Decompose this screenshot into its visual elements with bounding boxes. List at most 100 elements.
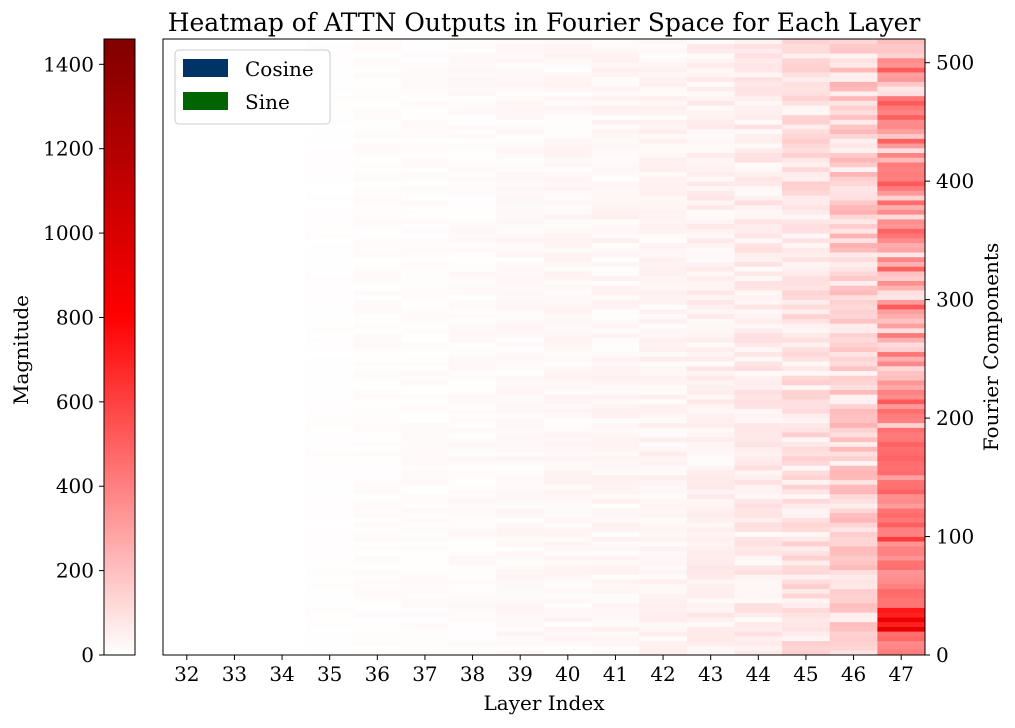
heatmap-cell bbox=[544, 612, 592, 617]
heatmap-cell bbox=[592, 570, 640, 575]
heatmap-cell bbox=[306, 409, 354, 414]
heatmap-cell bbox=[544, 555, 592, 560]
heatmap-cell bbox=[877, 456, 925, 461]
heatmap-cell bbox=[782, 366, 830, 371]
heatmap-cell bbox=[830, 499, 878, 504]
heatmap-cell bbox=[401, 205, 449, 210]
heatmap-cell bbox=[687, 385, 735, 390]
heatmap-cell bbox=[401, 456, 449, 461]
heatmap-cell bbox=[735, 527, 783, 532]
heatmap-cell bbox=[639, 499, 687, 504]
heatmap-cell bbox=[401, 612, 449, 617]
heatmap-cell bbox=[449, 210, 497, 215]
heatmap-cell bbox=[354, 129, 402, 134]
heatmap-cell bbox=[592, 631, 640, 636]
heatmap-cell bbox=[782, 243, 830, 248]
heatmap-cell bbox=[782, 394, 830, 399]
heatmap-cell bbox=[687, 423, 735, 428]
heatmap-cell bbox=[735, 233, 783, 238]
heatmap-cell bbox=[592, 285, 640, 290]
heatmap-cell bbox=[735, 390, 783, 395]
heatmap-cell bbox=[449, 82, 497, 87]
heatmap-cell bbox=[830, 574, 878, 579]
heatmap-cell bbox=[877, 641, 925, 646]
heatmap-cell bbox=[782, 82, 830, 87]
heatmap-cell bbox=[877, 565, 925, 570]
heatmap-cell bbox=[544, 300, 592, 305]
heatmap-cell bbox=[735, 603, 783, 608]
heatmap-cell bbox=[830, 356, 878, 361]
heatmap-cell bbox=[449, 120, 497, 125]
heatmap-cell bbox=[306, 385, 354, 390]
heatmap-cell bbox=[687, 285, 735, 290]
heatmap-cell bbox=[782, 167, 830, 172]
heatmap-cell bbox=[354, 555, 402, 560]
heatmap-cell bbox=[687, 551, 735, 556]
heatmap-cell bbox=[782, 181, 830, 186]
heatmap-cell bbox=[639, 541, 687, 546]
heatmap-cell bbox=[830, 157, 878, 162]
heatmap-cell bbox=[401, 39, 449, 44]
heatmap-cell bbox=[782, 385, 830, 390]
heatmap-cell bbox=[877, 181, 925, 186]
heatmap-cell bbox=[306, 447, 354, 452]
heatmap-cell bbox=[830, 229, 878, 234]
heatmap-cell bbox=[401, 390, 449, 395]
heatmap-cell bbox=[877, 58, 925, 63]
heatmap-cell bbox=[401, 243, 449, 248]
heatmap-cell bbox=[639, 172, 687, 177]
heatmap-cell bbox=[401, 404, 449, 409]
heatmap-cell bbox=[354, 437, 402, 442]
heatmap-cell bbox=[354, 499, 402, 504]
heatmap-cell bbox=[496, 295, 544, 300]
heatmap-cell bbox=[449, 541, 497, 546]
heatmap-cell bbox=[877, 115, 925, 120]
heatmap-cell bbox=[592, 105, 640, 110]
heatmap-cell bbox=[306, 627, 354, 632]
heatmap-cell bbox=[544, 328, 592, 333]
heatmap-cell bbox=[354, 233, 402, 238]
heatmap-cell bbox=[877, 394, 925, 399]
heatmap-cell bbox=[544, 323, 592, 328]
heatmap-cell bbox=[782, 522, 830, 527]
heatmap-cell bbox=[401, 555, 449, 560]
heatmap-cell bbox=[735, 285, 783, 290]
heatmap-cell bbox=[544, 143, 592, 148]
heatmap-cell bbox=[496, 172, 544, 177]
heatmap-cell bbox=[354, 314, 402, 319]
heatmap-cell bbox=[401, 418, 449, 423]
heatmap-cell bbox=[354, 579, 402, 584]
heatmap-cell bbox=[687, 617, 735, 622]
heatmap-cell bbox=[877, 371, 925, 376]
heatmap-cell bbox=[496, 195, 544, 200]
heatmap-cell bbox=[687, 447, 735, 452]
heatmap-cell bbox=[544, 347, 592, 352]
heatmap-cell bbox=[639, 423, 687, 428]
heatmap-cell bbox=[830, 342, 878, 347]
heatmap-cell bbox=[306, 631, 354, 636]
heatmap-cell bbox=[782, 484, 830, 489]
heatmap-cell bbox=[782, 641, 830, 646]
heatmap-cell bbox=[735, 451, 783, 456]
heatmap-cell bbox=[735, 262, 783, 267]
heatmap-cell bbox=[877, 295, 925, 300]
heatmap-cell bbox=[354, 537, 402, 542]
heatmap-cell bbox=[830, 480, 878, 485]
heatmap-cell bbox=[877, 328, 925, 333]
heatmap-cell bbox=[687, 58, 735, 63]
heatmap-cell bbox=[639, 375, 687, 380]
heatmap-cell bbox=[877, 72, 925, 77]
heatmap-cell bbox=[687, 91, 735, 96]
heatmap-cell bbox=[782, 290, 830, 295]
heatmap-cell bbox=[687, 574, 735, 579]
heatmap-cell bbox=[401, 134, 449, 139]
heatmap-cell bbox=[592, 409, 640, 414]
heatmap-cell bbox=[592, 447, 640, 452]
heatmap-cell bbox=[449, 371, 497, 376]
heatmap-cell bbox=[782, 470, 830, 475]
heatmap-cell bbox=[354, 210, 402, 215]
heatmap-cell bbox=[496, 356, 544, 361]
heatmap-cell bbox=[639, 631, 687, 636]
heatmap-cell bbox=[401, 115, 449, 120]
heatmap-cell bbox=[735, 77, 783, 82]
